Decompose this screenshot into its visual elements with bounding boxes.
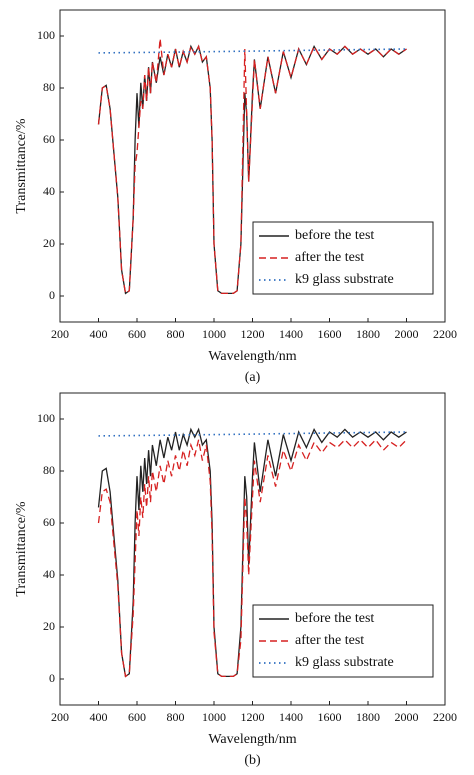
x-tick-label: 1400: [279, 327, 303, 341]
y-tick-label: 40: [43, 184, 55, 198]
x-tick-label: 800: [167, 710, 185, 724]
x-tick-label: 1400: [279, 710, 303, 724]
series-line: [97, 38, 407, 295]
x-tick-label: 1000: [202, 710, 226, 724]
x-tick-label: 1600: [318, 710, 342, 724]
y-tick-label: 80: [43, 80, 55, 94]
x-tick-label: 2200: [433, 327, 457, 341]
x-axis-label: Wavelength/nm: [208, 732, 296, 747]
y-axis-label: Transmittance/%: [14, 501, 29, 596]
legend-label: after the test: [295, 633, 364, 648]
y-tick-label: 60: [43, 132, 55, 146]
y-tick-label: 0: [49, 671, 55, 685]
legend-label: before the test: [295, 611, 374, 626]
x-tick-label: 600: [128, 710, 146, 724]
caption: (b): [244, 753, 261, 768]
legend-label: k9 glass substrate: [295, 655, 394, 670]
x-tick-label: 1200: [241, 710, 265, 724]
x-tick-label: 1200: [241, 327, 265, 341]
x-tick-label: 2000: [395, 710, 419, 724]
x-tick-label: 800: [167, 327, 185, 341]
y-tick-label: 80: [43, 463, 55, 477]
x-tick-label: 1600: [318, 327, 342, 341]
y-axis-label: Transmittance/%: [14, 118, 29, 213]
legend-label: after the test: [295, 250, 364, 265]
y-tick-label: 40: [43, 567, 55, 581]
series-line: [98, 431, 407, 437]
x-axis-label: Wavelength/nm: [208, 349, 296, 364]
y-tick-label: 20: [43, 236, 55, 250]
series-line: [97, 427, 407, 678]
x-tick-label: 200: [51, 327, 69, 341]
legend-label: k9 glass substrate: [295, 272, 394, 287]
series-line: [98, 48, 407, 54]
x-tick-label: 400: [90, 710, 108, 724]
x-tick-label: 2000: [395, 327, 419, 341]
legend-label: before the test: [295, 228, 374, 243]
x-tick-label: 1800: [356, 327, 380, 341]
y-tick-label: 100: [37, 411, 55, 425]
x-tick-label: 1000: [202, 327, 226, 341]
x-tick-label: 1800: [356, 710, 380, 724]
x-tick-label: 600: [128, 327, 146, 341]
y-tick-label: 100: [37, 28, 55, 42]
x-tick-label: 400: [90, 327, 108, 341]
y-tick-label: 20: [43, 619, 55, 633]
caption: (a): [245, 370, 261, 385]
x-tick-label: 200: [51, 710, 69, 724]
x-tick-label: 2200: [433, 710, 457, 724]
y-tick-label: 0: [49, 288, 55, 302]
series-line: [97, 438, 407, 678]
y-tick-label: 60: [43, 515, 55, 529]
